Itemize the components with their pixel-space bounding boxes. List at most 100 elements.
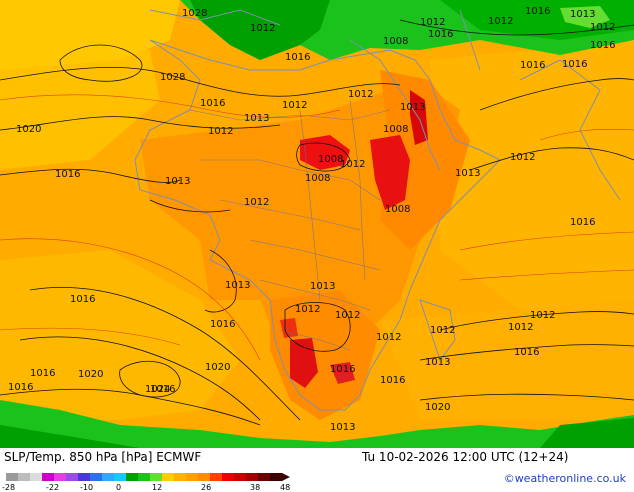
isobar-label: 1016 — [285, 52, 310, 63]
coastlines — [134, 9, 621, 411]
credit-link[interactable]: ©weatheronline.co.uk — [503, 472, 626, 485]
hot-spot-1 — [300, 135, 350, 170]
scale-swatch — [54, 473, 67, 481]
scale-tick-label: -10 — [80, 483, 94, 492]
scale-tick-label: -28 — [2, 483, 16, 492]
isobar-label: 1016 — [8, 382, 33, 393]
scale-swatch — [126, 473, 139, 481]
scale-swatch — [246, 473, 259, 481]
isobar-label: 1013 — [330, 422, 355, 433]
isobar-label: 1020 — [16, 124, 41, 135]
scale-tick-label: -22 — [46, 483, 60, 492]
temp-zone-rift — [380, 70, 470, 250]
scale-swatch — [210, 473, 223, 481]
isobar-label: 1016 — [200, 98, 225, 109]
isotherms — [0, 94, 634, 361]
map-title: SLP/Temp. 850 hPa [hPa] ECMWF — [4, 450, 202, 464]
hot-spot-6 — [280, 318, 298, 338]
isobar-label: 1012 — [250, 23, 275, 34]
isobar-label: 1028 — [160, 72, 185, 83]
cool-zone-north-dark — [190, 0, 330, 60]
isobar-label: 1012 — [244, 197, 269, 208]
isobar-label: 1012 — [348, 89, 373, 100]
isobars — [0, 19, 634, 426]
isobar-label: 1008 — [305, 173, 330, 184]
isobar-label: 1020 — [78, 369, 103, 380]
isobar-label: 1016 — [55, 169, 80, 180]
temp-zone-west — [0, 40, 160, 170]
scale-swatch — [270, 473, 283, 481]
isobar-label: 1012 — [590, 22, 615, 33]
isobar-label: 1012 — [510, 152, 535, 163]
scale-swatch — [258, 473, 271, 481]
isobar-label: 1020 — [425, 402, 450, 413]
cool-patch-ne — [560, 6, 610, 28]
cool-zone-southwest-dark — [0, 425, 140, 448]
hot-spot-2 — [370, 135, 410, 210]
scale-tick-label: 12 — [152, 483, 163, 492]
isobar-label: 1013 — [570, 9, 595, 20]
isobar-label: 1012 — [508, 322, 533, 333]
weather-map: 1028 1012 1016 1012 1016 1016 1012 1008 … — [0, 0, 634, 448]
scale-tick-label: 38 — [250, 483, 261, 492]
scale-swatch — [66, 473, 79, 481]
hot-spot-4 — [290, 338, 318, 388]
isobar-label: 1012 — [340, 159, 365, 170]
isobar-label: 1020 — [205, 362, 230, 373]
isobar-label: 1012 — [376, 332, 401, 343]
isobar-label: 1008 — [383, 124, 408, 135]
isobar-label: 1013 — [425, 357, 450, 368]
scale-swatch — [18, 473, 31, 481]
isobar-label: 1008 — [385, 204, 410, 215]
isobar-label: 1016 — [562, 59, 587, 70]
isobar-label: 1012 — [282, 100, 307, 111]
scale-tick-label: 26 — [201, 483, 212, 492]
scale-swatch — [150, 473, 163, 481]
country-borders — [189, 99, 391, 351]
scale-arrow-left — [6, 473, 12, 481]
isobar-label-group: 1028 1012 1016 1012 1016 1016 1012 1008 … — [8, 6, 615, 433]
isobar-label: 1012 — [530, 310, 555, 321]
isobar-label: 1008 — [318, 154, 343, 165]
map-svg: 1028 1012 1016 1012 1016 1016 1012 1008 … — [0, 0, 634, 448]
isobar-label: 1012 — [488, 16, 513, 27]
isobar-label: 1012 — [420, 17, 445, 28]
scale-swatch — [102, 473, 115, 481]
isobar-label: 1016 — [150, 384, 175, 395]
hot-spot-5 — [330, 362, 355, 384]
isobar-label: 1013 — [400, 102, 425, 113]
scale-swatch — [6, 473, 19, 481]
scale-swatch — [198, 473, 211, 481]
isobar-label: 1013 — [165, 176, 190, 187]
cool-zone-south — [0, 400, 634, 448]
isobar-label: 1016 — [525, 6, 550, 17]
scale-swatch — [174, 473, 187, 481]
scale-swatch — [90, 473, 103, 481]
cool-zone-southeast-dark — [540, 418, 634, 448]
scale-arrow-right — [282, 473, 290, 481]
scale-swatch — [30, 473, 43, 481]
isobar-label: 1016 — [514, 347, 539, 358]
temp-zone-southwest — [0, 250, 240, 420]
color-scale — [6, 473, 290, 481]
isobar-label: 1013 — [244, 113, 269, 124]
valid-time: Tu 10-02-2026 12:00 UTC (12+24) — [362, 450, 569, 464]
isobar-label: 1016 — [210, 319, 235, 330]
temp-zone-northwest — [0, 0, 180, 70]
isobar-label: 1016 — [520, 60, 545, 71]
scale-swatch — [42, 473, 55, 481]
isobar-label: 1012 — [208, 126, 233, 137]
isobar-label: 1016 — [30, 368, 55, 379]
isobar-label: 1024 — [145, 384, 170, 395]
isobar-label: 1013 — [455, 168, 480, 179]
isobar-label: 1016 — [330, 364, 355, 375]
isobar-label: 1008 — [383, 36, 408, 47]
scale-swatch — [114, 473, 127, 481]
color-scale-ticks: -28 -22 -10 0 12 26 38 48 — [0, 483, 300, 492]
isobar-label: 1013 — [310, 281, 335, 292]
isobar-label: 1016 — [570, 217, 595, 228]
isobar-label: 1013 — [225, 280, 250, 291]
isobar-label: 1016 — [70, 294, 95, 305]
map-footer: SLP/Temp. 850 hPa [hPa] ECMWF Tu 10-02-2… — [0, 448, 634, 492]
scale-swatch — [162, 473, 175, 481]
